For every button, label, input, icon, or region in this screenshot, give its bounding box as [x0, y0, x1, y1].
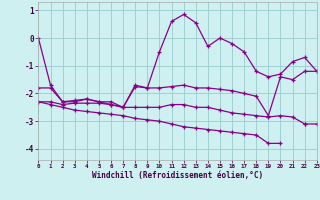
X-axis label: Windchill (Refroidissement éolien,°C): Windchill (Refroidissement éolien,°C): [92, 171, 263, 180]
